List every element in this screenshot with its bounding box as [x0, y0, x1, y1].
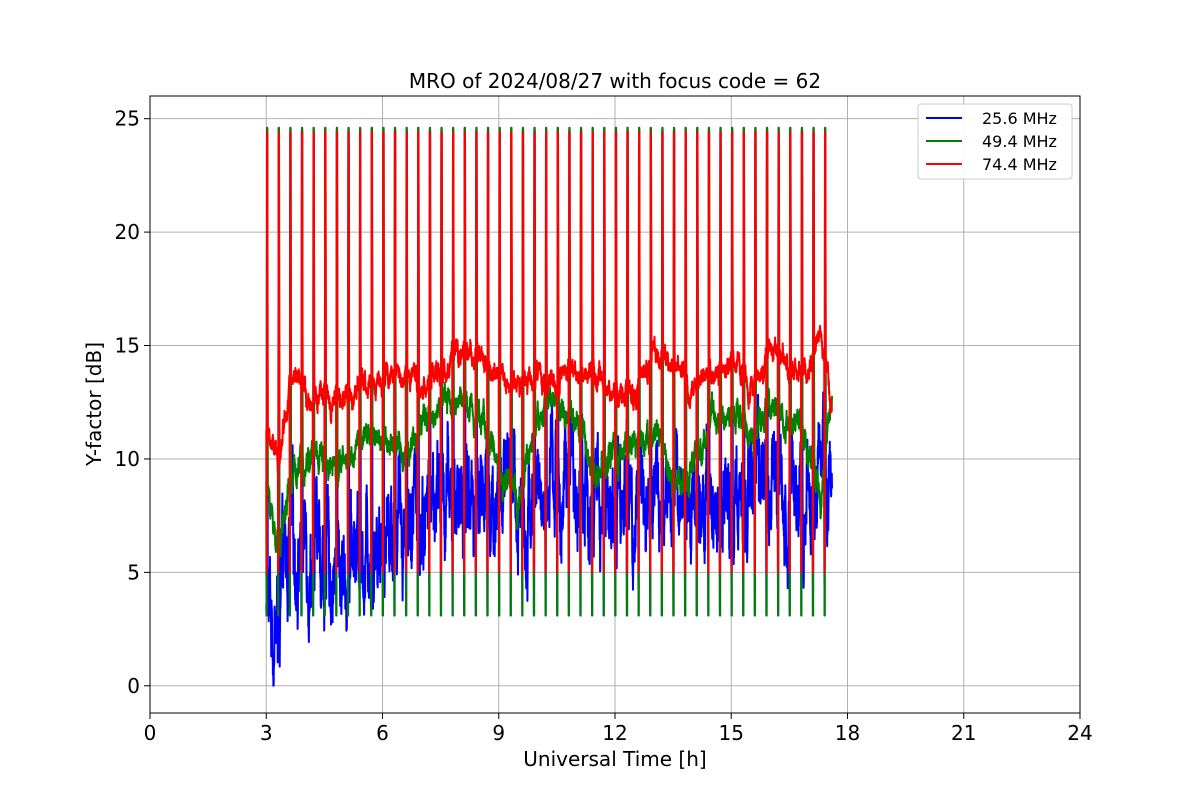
- x-tick-label: 12: [602, 721, 627, 745]
- x-tick-label: 24: [1067, 721, 1092, 745]
- y-tick-label: 10: [115, 447, 140, 471]
- chart-title: MRO of 2024/08/27 with focus code = 62: [409, 69, 821, 93]
- y-tick-label: 5: [127, 560, 140, 584]
- legend: 25.6 MHz 49.4 MHz 74.4 MHz: [917, 103, 1073, 180]
- y-tick-label: 15: [115, 334, 140, 358]
- x-tick-label: 9: [492, 721, 505, 745]
- y-tick-label: 20: [115, 220, 140, 244]
- y-axis-label: Y-factor [dB]: [82, 342, 106, 467]
- legend-box: [917, 103, 1073, 180]
- legend-label: 49.4 MHz: [982, 132, 1057, 151]
- series-line-74-4-mhz: [265, 131, 833, 574]
- x-tick-label: 6: [376, 721, 389, 745]
- x-tick-label: 21: [951, 721, 976, 745]
- y-tick-label: 25: [115, 107, 140, 131]
- legend-label: 74.4 MHz: [982, 155, 1057, 174]
- x-tick-label: 0: [144, 721, 157, 745]
- x-axis-label: Universal Time [h]: [523, 747, 706, 771]
- x-tick-label: 3: [260, 721, 273, 745]
- y-tick-label: 0: [127, 674, 140, 698]
- plot-area: [265, 126, 833, 687]
- axes: 0 3 6 9 12 15 18 21 24 0 5 10 15 20 25: [115, 107, 1093, 745]
- x-tick-label: 15: [719, 721, 744, 745]
- legend-label: 25.6 MHz: [982, 109, 1057, 128]
- x-tick-label: 18: [835, 721, 860, 745]
